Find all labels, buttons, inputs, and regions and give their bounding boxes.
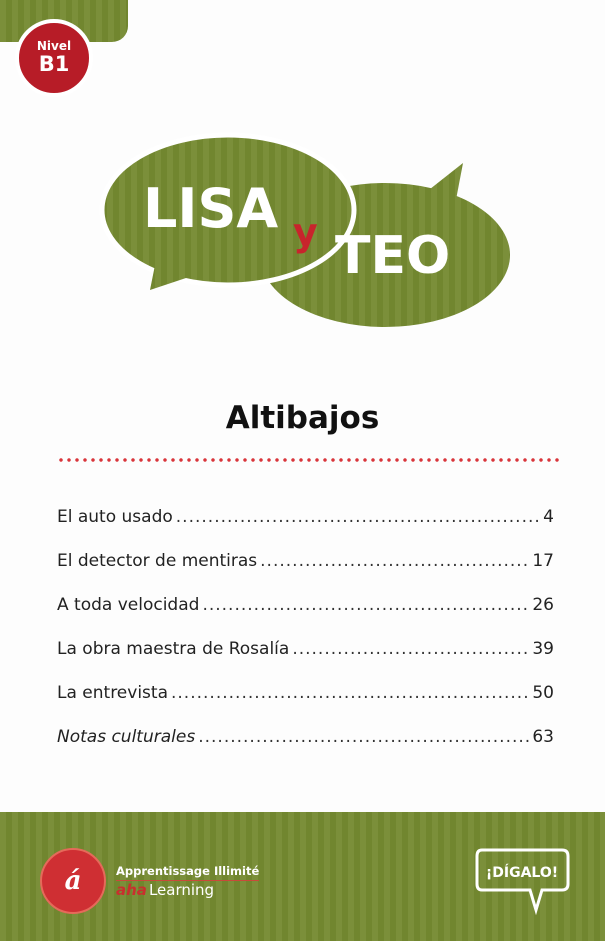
lisa-y-teo-logo: LISA y TEO bbox=[99, 132, 510, 327]
toc-leader-dots bbox=[202, 595, 529, 615]
toc-entry[interactable]: A toda velocidad 26 bbox=[57, 595, 554, 639]
toc-entry-page: 4 bbox=[543, 507, 554, 527]
publisher-subname: Learning bbox=[148, 880, 215, 899]
toc-entry-title: La entrevista bbox=[57, 683, 168, 703]
toc-entry[interactable]: El auto usado 4 bbox=[57, 507, 554, 551]
level-value: B1 bbox=[38, 52, 70, 76]
logo-connector: y bbox=[293, 210, 318, 254]
digalo-text: ¡DÍGALO! bbox=[486, 864, 558, 881]
toc-entry-page: 39 bbox=[532, 639, 554, 659]
toc-leader-dots bbox=[260, 551, 529, 571]
toc-entry-title: Notas culturales bbox=[57, 727, 196, 747]
toc-entry-page: 26 bbox=[532, 595, 554, 615]
aha-logo-icon: á bbox=[40, 848, 106, 914]
toc-entry-page: 17 bbox=[532, 551, 554, 571]
toc-entry-title: A toda velocidad bbox=[57, 595, 200, 615]
level-badge: Nivel B1 bbox=[15, 19, 93, 97]
toc-entry-title: El auto usado bbox=[57, 507, 173, 527]
toc-leader-dots bbox=[292, 639, 529, 659]
dotted-divider bbox=[57, 458, 559, 462]
toc-entry-title: El detector de mentiras bbox=[57, 551, 258, 571]
level-label: Nivel bbox=[36, 39, 72, 53]
logo-word-teo: TEO bbox=[335, 226, 450, 286]
toc-entry-title: La obra maestra de Rosalía bbox=[57, 639, 290, 659]
toc-leader-dots bbox=[171, 683, 529, 703]
toc-entry[interactable]: La obra maestra de Rosalía 39 bbox=[57, 639, 554, 683]
aha-learning-logo: á Apprentissage Illimité aha Learning bbox=[40, 848, 260, 914]
toc-entry-page: 63 bbox=[532, 727, 554, 747]
toc-leader-dots bbox=[198, 727, 529, 747]
toc-entry[interactable]: La entrevista 50 bbox=[57, 683, 554, 727]
book-title: Altibajos bbox=[225, 400, 380, 436]
toc-entry-page: 50 bbox=[532, 683, 554, 703]
left-speech-bubble bbox=[99, 132, 357, 290]
toc-leader-dots bbox=[176, 507, 540, 527]
logo-word-lisa: LISA bbox=[143, 177, 278, 240]
toc-entry[interactable]: Notas culturales 63 bbox=[57, 727, 554, 771]
publisher-brand: aha bbox=[116, 880, 147, 899]
digalo-logo: ¡DÍGALO! bbox=[475, 848, 570, 916]
table-of-contents: El auto usado 4 El detector de mentiras 17 A… bbox=[57, 507, 554, 771]
publisher-name: Apprentissage Illimité bbox=[116, 864, 260, 881]
toc-entry[interactable]: El detector de mentiras 17 bbox=[57, 551, 554, 595]
